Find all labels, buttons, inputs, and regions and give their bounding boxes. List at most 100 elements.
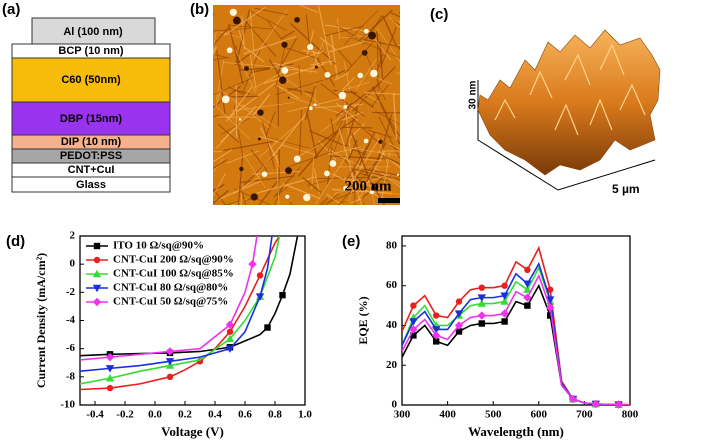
fiber bbox=[370, 75, 393, 85]
fiber bbox=[334, 72, 350, 81]
marker bbox=[105, 365, 115, 373]
fiber bbox=[213, 27, 252, 32]
marker bbox=[478, 320, 485, 327]
x-tick-label: 600 bbox=[531, 409, 548, 421]
fiber bbox=[252, 9, 288, 59]
fiber bbox=[328, 40, 366, 53]
x-tick-label: 700 bbox=[576, 409, 593, 421]
grain bbox=[369, 189, 375, 195]
legend-label: ITO 10 Ω/sq@90% bbox=[113, 240, 204, 252]
marker bbox=[454, 321, 464, 330]
fiber bbox=[390, 177, 400, 185]
fiber bbox=[354, 168, 400, 180]
fiber bbox=[344, 141, 371, 182]
fiber bbox=[275, 46, 286, 88]
fiber bbox=[336, 25, 358, 39]
marker bbox=[546, 303, 555, 312]
legend-label: CNT-CuI 80 Ω/sq@80% bbox=[113, 282, 228, 294]
fiber bbox=[365, 93, 381, 103]
fiber bbox=[282, 183, 320, 199]
fiber bbox=[396, 45, 400, 47]
marker bbox=[454, 310, 464, 318]
grain bbox=[324, 170, 330, 177]
grain bbox=[357, 72, 364, 79]
fiber bbox=[382, 15, 397, 46]
fiber bbox=[309, 116, 358, 151]
marker bbox=[433, 312, 440, 319]
fiber bbox=[239, 186, 247, 205]
layer-label: DIP (10 nm) bbox=[61, 136, 122, 148]
y-tick-label: -8 bbox=[66, 370, 76, 382]
fiber bbox=[213, 171, 214, 173]
marker bbox=[409, 325, 418, 334]
fiber bbox=[243, 155, 275, 186]
fiber bbox=[243, 36, 297, 55]
panel-label: (d) bbox=[6, 233, 25, 250]
grain bbox=[361, 49, 368, 56]
fiber bbox=[388, 142, 400, 150]
fiber bbox=[330, 33, 338, 79]
fiber bbox=[274, 186, 283, 205]
fiber bbox=[320, 98, 366, 133]
fiber bbox=[345, 107, 359, 148]
scale-bar bbox=[378, 198, 400, 203]
x-tick-label: 300 bbox=[394, 409, 411, 421]
grain bbox=[368, 31, 377, 40]
fiber bbox=[314, 103, 364, 109]
grain bbox=[309, 106, 313, 111]
fiber bbox=[288, 151, 330, 168]
fiber bbox=[220, 128, 235, 143]
fiber bbox=[324, 24, 371, 33]
x-tick-label: 0.4 bbox=[208, 409, 222, 421]
fiber bbox=[280, 144, 316, 156]
fiber bbox=[239, 67, 271, 72]
x-tick-label: -0.2 bbox=[116, 409, 134, 421]
fiber bbox=[242, 152, 266, 188]
grain bbox=[229, 8, 237, 16]
fiber bbox=[253, 93, 271, 116]
fiber bbox=[272, 113, 307, 157]
xy-label: 5 µm bbox=[612, 182, 640, 196]
fiber bbox=[336, 18, 341, 39]
fiber bbox=[330, 118, 335, 135]
fiber bbox=[353, 161, 356, 205]
marker bbox=[568, 394, 578, 404]
fiber bbox=[239, 175, 295, 183]
fiber bbox=[299, 5, 319, 13]
fiber bbox=[302, 177, 322, 194]
fiber bbox=[222, 61, 280, 68]
fiber bbox=[254, 7, 289, 16]
series-line bbox=[80, 236, 258, 361]
fiber bbox=[380, 27, 397, 68]
afm-3d bbox=[477, 29, 661, 191]
grain bbox=[239, 166, 244, 172]
fiber bbox=[213, 159, 228, 170]
panel-label: (e) bbox=[342, 233, 360, 250]
grain bbox=[343, 185, 349, 191]
fiber bbox=[215, 90, 221, 106]
fiber bbox=[367, 129, 393, 139]
fiber bbox=[267, 137, 310, 149]
y-tick-label: 0 bbox=[70, 258, 76, 270]
legend-label: CNT-CuI 200 Ω/sq@90% bbox=[113, 254, 234, 266]
x-tick-label: 0.0 bbox=[148, 409, 162, 421]
fiber bbox=[284, 47, 320, 60]
fiber bbox=[309, 130, 366, 156]
fiber bbox=[297, 131, 338, 177]
panel-label: (a) bbox=[2, 1, 20, 18]
marker bbox=[477, 294, 486, 302]
grain bbox=[396, 173, 399, 176]
series-line bbox=[80, 236, 299, 357]
fiber bbox=[377, 53, 384, 70]
fiber bbox=[318, 140, 337, 161]
marker bbox=[225, 320, 235, 329]
fiber bbox=[213, 77, 254, 96]
y-tick-label: 60 bbox=[386, 279, 398, 291]
marker bbox=[478, 284, 485, 291]
fiber bbox=[343, 61, 351, 92]
x-tick-label: 0.6 bbox=[238, 409, 252, 421]
fiber bbox=[398, 11, 400, 14]
grain bbox=[338, 91, 347, 100]
fiber bbox=[228, 24, 273, 30]
fiber bbox=[363, 38, 400, 48]
